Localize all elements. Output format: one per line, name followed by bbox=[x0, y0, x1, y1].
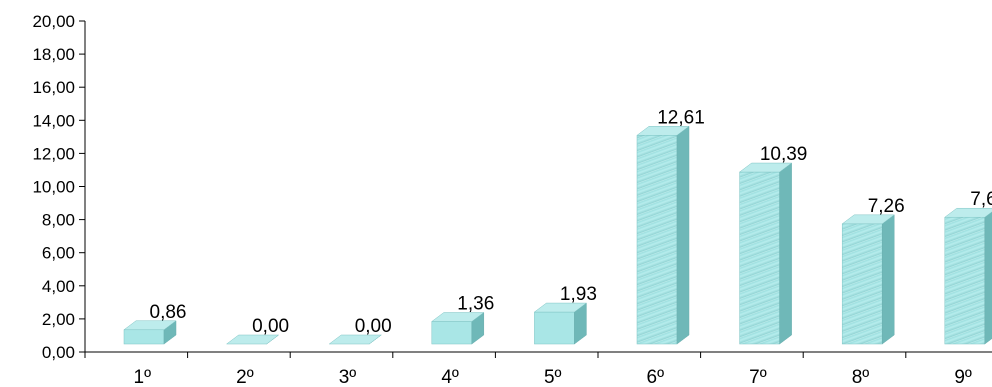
y-tick-label: 18,00 bbox=[32, 45, 75, 64]
bar-front bbox=[841, 223, 883, 345]
y-tick-label: 6,00 bbox=[42, 244, 75, 263]
x-tick-label: 5º bbox=[544, 367, 562, 387]
data-label: 1,36 bbox=[457, 293, 494, 314]
bar bbox=[636, 125, 690, 345]
bar-front bbox=[739, 171, 780, 345]
bar-front bbox=[944, 216, 986, 345]
x-tick-label: 1º bbox=[134, 367, 152, 387]
data-labels: 0,86 0,00 0,00 1,36 1,93 12,61 10,39 7,26 7,66 bbox=[150, 107, 992, 337]
y-tick-label: 14,00 bbox=[32, 111, 75, 130]
bar-front bbox=[636, 135, 678, 345]
bar-top bbox=[738, 162, 793, 173]
y-tick-label: 2,00 bbox=[42, 310, 75, 329]
bar-front bbox=[431, 321, 473, 345]
y-tick-label: 0,00 bbox=[42, 343, 75, 362]
bar bbox=[431, 311, 485, 345]
x-tick-label: 2º bbox=[236, 367, 254, 387]
y-tick-label: 12,00 bbox=[32, 144, 75, 163]
bar-top bbox=[636, 126, 690, 136]
bars bbox=[123, 125, 992, 345]
x-tick-label: 7º bbox=[749, 367, 767, 387]
bar-side bbox=[881, 214, 895, 345]
bar-top bbox=[533, 302, 588, 313]
y-tick-label: 20,00 bbox=[32, 12, 75, 31]
data-label: 10,39 bbox=[760, 144, 808, 165]
bar-front bbox=[123, 329, 165, 345]
bar bbox=[944, 207, 992, 345]
bar-top bbox=[841, 214, 895, 225]
data-label: 0,86 bbox=[150, 302, 187, 323]
bar-side bbox=[676, 125, 690, 345]
bar bbox=[738, 162, 793, 345]
bar bbox=[328, 334, 382, 345]
bar-top bbox=[944, 207, 992, 218]
x-tick-label: 4º bbox=[441, 367, 459, 387]
y-tick-label: 4,00 bbox=[42, 277, 75, 296]
bar-top bbox=[328, 334, 382, 345]
data-label: 7,66 bbox=[970, 189, 992, 210]
x-tick-label: 3º bbox=[339, 367, 357, 387]
data-label: 7,26 bbox=[868, 196, 905, 217]
bar-top bbox=[225, 334, 280, 345]
data-label: 12,61 bbox=[657, 107, 705, 128]
bar bbox=[123, 320, 177, 345]
x-axis: 1º 2º 3º 4º 5º 6º 7º 8º 9º bbox=[84, 351, 992, 387]
bar bbox=[225, 334, 280, 345]
data-label: 0,00 bbox=[252, 316, 289, 337]
bar bbox=[841, 214, 895, 345]
y-tick-label: 8,00 bbox=[42, 211, 75, 230]
y-axis: 0,00 2,00 4,00 6,00 8,00 10,00 12,00 14,00 16,00… bbox=[32, 12, 86, 362]
y-tick-label: 16,00 bbox=[32, 78, 75, 97]
x-tick-label: 6º bbox=[647, 367, 665, 387]
bar-side bbox=[779, 162, 792, 345]
bar bbox=[533, 302, 588, 345]
bar-top bbox=[431, 312, 485, 322]
bar-front bbox=[534, 311, 575, 345]
x-tick-label: 8º bbox=[852, 367, 870, 387]
y-tick-label: 10,00 bbox=[32, 178, 75, 197]
bar-side bbox=[984, 211, 992, 345]
data-label: 1,93 bbox=[560, 284, 597, 305]
bar-top bbox=[123, 320, 177, 331]
data-label: 0,00 bbox=[355, 316, 392, 337]
x-tick-label: 9º bbox=[954, 367, 972, 387]
